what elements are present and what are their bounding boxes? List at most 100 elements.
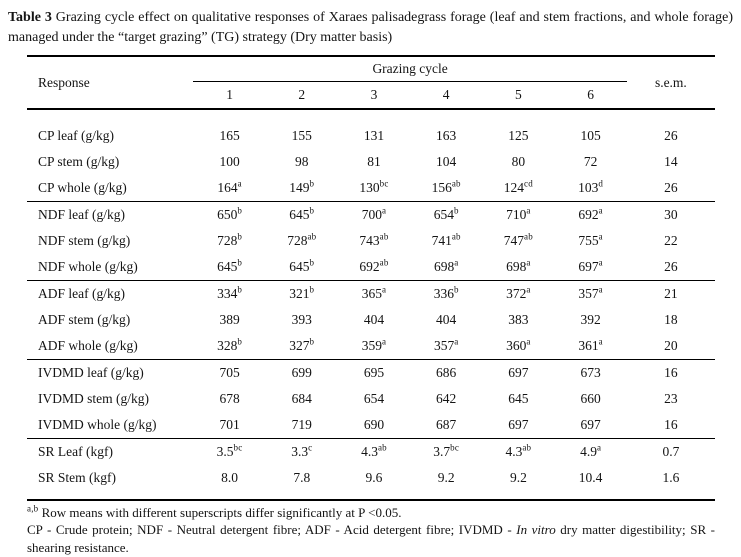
cell-value: 392 <box>554 307 626 333</box>
cell-value: 365a <box>337 280 411 308</box>
cell-superscript: ab <box>522 442 532 453</box>
cell-number: 389 <box>219 312 240 328</box>
cell-number: 124 <box>503 180 525 196</box>
cell-number: 660 <box>580 391 601 407</box>
cell-superscript: ab <box>377 442 387 453</box>
cell-value: 372a <box>482 280 555 308</box>
row-label: ADF stem (g/kg) <box>38 312 131 328</box>
cell-number: 747 <box>503 233 525 249</box>
cell-number: 3.3 <box>291 444 309 460</box>
cell-superscript: ab <box>451 178 461 189</box>
table-row-adf-0: ADF leaf (g/kg) 334b 321b 365a 336b 372a 357a 2… <box>27 280 715 308</box>
header-row-group: Response Grazing cycle s.e.m. <box>27 56 715 111</box>
cell-number: 642 <box>436 391 457 407</box>
cell-value: 163 <box>410 109 482 149</box>
cell-value: 701 <box>193 412 265 439</box>
table-body: CP leaf (g/kg) 165 155 131 163 125 105 26 CP ste… <box>27 109 715 500</box>
cell-superscript: bc <box>450 442 460 453</box>
footnotes: a,b Row means with different superscript… <box>27 504 715 555</box>
cell-superscript: a <box>596 442 602 453</box>
cell-number: 163 <box>436 128 457 144</box>
cell-superscript: ab <box>307 231 317 242</box>
cell-number: 81 <box>367 154 381 170</box>
table-row-cp-0: CP leaf (g/kg) 165 155 131 163 125 105 26 <box>27 109 715 149</box>
cell-number: 697 <box>580 417 601 433</box>
footnote-abbrev-italic: In vitro <box>516 522 556 538</box>
row-label: CP whole (g/kg) <box>38 180 127 196</box>
cell-superscript: b <box>453 205 459 216</box>
cell-value: 700a <box>337 201 411 229</box>
cell-number: 72 <box>583 154 598 170</box>
cell-number: 692 <box>359 259 380 275</box>
table-row-sr-1: SR Stem (kgf) 8.0 7.8 9.6 9.2 9.2 10.4 1.6 <box>27 465 715 500</box>
cell-value: 72 <box>554 149 626 175</box>
cell-value: 383 <box>482 307 554 333</box>
cell-number: 719 <box>291 417 312 433</box>
cell-number: 327 <box>289 338 310 354</box>
cell-number: 698 <box>506 259 527 275</box>
cell-number: 645 <box>508 391 529 407</box>
cell-value: 393 <box>266 307 338 333</box>
cell-number: 149 <box>289 180 310 196</box>
cell-number: 393 <box>291 312 312 328</box>
cell-value: 4.9a <box>554 438 627 466</box>
cell-value: 130bc <box>338 175 410 202</box>
cell-superscript: ab <box>379 231 389 242</box>
row-label: NDF whole (g/kg) <box>38 259 138 275</box>
cell-value: 692ab <box>338 254 410 281</box>
cell-value: 697 <box>482 359 555 387</box>
cell-value: 4.3ab <box>337 438 411 466</box>
cell-number: 334 <box>217 286 238 302</box>
cell-value: 328b <box>193 333 265 360</box>
cell-value: 684 <box>266 386 338 412</box>
header-cycle-1: 1 <box>193 81 266 111</box>
cell-number: 650 <box>217 207 238 223</box>
cell-number: 755 <box>578 233 599 249</box>
cell-superscript: bc <box>233 442 243 453</box>
cell-superscript: a <box>598 284 603 295</box>
cell-value: 8.0 <box>193 465 265 500</box>
cell-superscript: ab <box>379 257 389 268</box>
cell-superscript: a <box>454 257 459 268</box>
cell-number: 392 <box>580 312 601 328</box>
cell-value: 695 <box>337 359 411 387</box>
table-row-ndf-0: NDF leaf (g/kg) 650b 645b 700a 654b 710a 692a 3… <box>27 201 715 229</box>
cell-value: 3.5bc <box>193 438 266 466</box>
table-row-sr-0: SR Leaf (kgf) 3.5bc 3.3c 4.3ab 3.7bc 4.3ab 4.9… <box>27 438 715 466</box>
cell-number: 692 <box>578 207 599 223</box>
cell-value: 105 <box>554 109 626 149</box>
table-caption: Table 3 Grazing cycle effect on qualitat… <box>8 8 733 47</box>
cell-superscript: a <box>454 336 459 347</box>
cell-number: 9.2 <box>437 470 455 486</box>
cell-number: 690 <box>363 417 385 433</box>
cell-value: 699 <box>265 359 338 387</box>
cell-value: 698a <box>482 254 554 281</box>
cell-number: 743 <box>359 233 380 249</box>
cell-value: 125 <box>482 109 554 149</box>
cell-value: 9.2 <box>482 465 554 500</box>
cell-number: 705 <box>219 365 240 381</box>
cell-value: 705 <box>193 359 266 387</box>
table-caption-text: Grazing cycle effect on qualitative resp… <box>8 10 733 45</box>
cell-number: 741 <box>431 233 452 249</box>
cell-number: 687 <box>436 417 457 433</box>
cell-value: 645 <box>482 386 554 412</box>
cell-value: 654b <box>410 201 483 229</box>
data-table-container: Response Grazing cycle s.e.m. 1 2 3 4 5 … <box>27 55 715 502</box>
cell-value: 678 <box>193 386 265 412</box>
cell-number: 357 <box>578 286 599 302</box>
cell-value: 747ab <box>482 228 554 254</box>
cell-superscript: bc <box>379 178 389 189</box>
table-row-ivdmd-0: IVDMD leaf (g/kg) 705 699 695 686 697 673 16 <box>27 359 715 387</box>
cell-number: 8.0 <box>221 470 238 486</box>
cell-value: 327b <box>266 333 338 360</box>
cell-value: 660 <box>554 386 626 412</box>
cell-number: 104 <box>436 154 457 170</box>
cell-number: 100 <box>219 154 240 170</box>
header-cycle-3: 3 <box>337 81 411 111</box>
cell-number: 359 <box>361 338 382 354</box>
cell-superscript: b <box>237 205 243 216</box>
cell-sem: 26 <box>664 180 678 196</box>
cell-value: 3.7bc <box>410 438 483 466</box>
cell-value: 156ab <box>410 175 482 202</box>
